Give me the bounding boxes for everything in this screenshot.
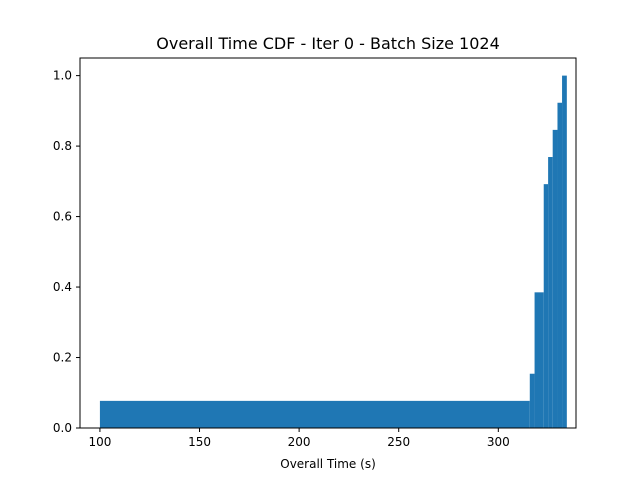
y-tick-label: 0.8 — [53, 139, 72, 153]
histogram-bar-1 — [529, 373, 535, 428]
x-tick-label: 200 — [288, 435, 311, 449]
x-axis: 100 150 200 250 300 — [88, 428, 510, 449]
y-tick-label: 0.4 — [53, 280, 72, 294]
histogram-bar-0 — [99, 400, 530, 428]
y-tick-label: 1.0 — [53, 69, 72, 83]
x-tick-label: 100 — [88, 435, 111, 449]
histogram-bars — [99, 75, 567, 428]
histogram-bar-7 — [562, 75, 567, 428]
chart-title: Overall Time CDF - Iter 0 - Batch Size 1… — [156, 34, 500, 53]
x-tick-label: 300 — [487, 435, 510, 449]
y-tick-label: 0.6 — [53, 210, 72, 224]
histogram-bar-5 — [552, 129, 558, 428]
y-axis: 0.0 0.2 0.4 0.6 0.8 1.0 — [53, 69, 80, 435]
plot-frame — [79, 57, 577, 429]
histogram-bar-3 — [543, 184, 549, 428]
histogram-bar-6 — [557, 102, 563, 428]
histogram-bar-2 — [534, 292, 544, 428]
y-tick-label: 0.2 — [53, 351, 72, 365]
x-tick-label: 250 — [387, 435, 410, 449]
x-axis-label: Overall Time (s) — [280, 457, 376, 471]
y-tick-label: 0.0 — [53, 421, 72, 435]
histogram-bar-4 — [548, 157, 553, 428]
x-tick-label: 150 — [188, 435, 211, 449]
